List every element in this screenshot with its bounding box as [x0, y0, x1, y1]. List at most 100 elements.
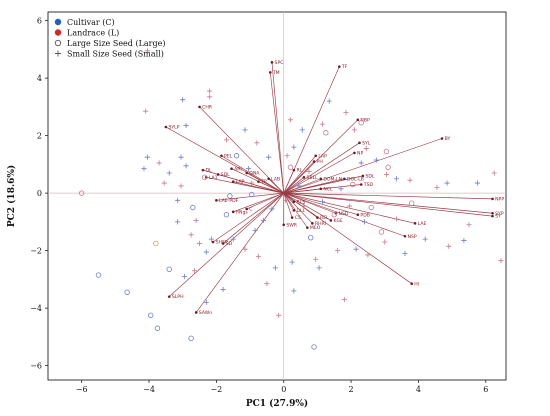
x-tick-label: −2 — [210, 385, 222, 394]
x-tick-label: 6 — [483, 385, 488, 394]
data-point-small-seed — [291, 288, 297, 294]
vector-label: CHR — [202, 104, 213, 110]
vector-endpoint — [314, 154, 318, 158]
loading-vector — [216, 192, 284, 201]
vector-label: LAP — [318, 153, 327, 159]
data-point-small-seed — [491, 170, 497, 176]
data-point-large-seed — [307, 234, 314, 241]
vector-label: RNgs — [236, 209, 249, 215]
loading-vector — [258, 181, 284, 194]
y-tick-label: −2 — [30, 247, 42, 256]
data-point-small-seed — [144, 154, 150, 160]
vector-label: SPC — [275, 60, 284, 66]
legend-label: Landrace (L) — [67, 29, 119, 38]
data-point-small-seed — [301, 203, 307, 209]
legend-label: Small Size Seed (Small) — [67, 50, 164, 59]
vector-endpoint — [343, 177, 346, 181]
vector-endpoint — [245, 171, 248, 175]
vector-endpoint — [491, 214, 494, 218]
data-point-small-seed — [242, 127, 248, 133]
loading-vector — [283, 192, 337, 214]
vector-label: MEO — [310, 225, 321, 231]
loading-vector — [283, 188, 321, 194]
data-point-small-seed — [178, 154, 184, 160]
data-point-large-seed — [223, 211, 230, 218]
loading-vector — [283, 138, 443, 194]
vector-endpoint — [220, 154, 223, 158]
loading-vector — [283, 192, 313, 224]
data-point-small-seed — [402, 250, 408, 257]
vector-endpoint — [440, 137, 444, 140]
loading-vector — [283, 161, 315, 194]
vector-endpoint — [319, 187, 323, 191]
y-tick-label: 0 — [37, 189, 42, 198]
data-point-large-seed — [148, 312, 154, 319]
loading-vector — [283, 178, 345, 194]
vector-endpoint — [292, 209, 296, 212]
vector-label: PDB — [360, 212, 369, 218]
data-point-small-seed — [461, 237, 467, 244]
data-point-small-seed — [203, 299, 209, 305]
vector-label: LAP — [236, 179, 245, 185]
vector-label: DOM-LN — [323, 176, 342, 182]
loading-vector — [283, 192, 493, 214]
observation-points — [78, 48, 504, 350]
data-point-small-seed — [245, 166, 251, 172]
vector-label: ARI — [234, 166, 242, 172]
data-point-small-seed — [382, 239, 388, 245]
data-point-small-seed — [260, 217, 267, 224]
vector-label: PEL — [224, 153, 233, 159]
x-tick-label: −4 — [143, 385, 155, 394]
legend-label: Cultivar (C) — [67, 18, 115, 27]
loading-vector — [233, 192, 284, 213]
vector-endpoint — [353, 151, 356, 155]
vector-endpoint — [306, 226, 309, 229]
vector-label: RL — [296, 168, 302, 174]
legend-marker — [55, 50, 61, 57]
data-point-small-seed — [220, 286, 226, 293]
data-point-large-seed — [383, 148, 390, 155]
x-tick-label: 0 — [281, 385, 286, 394]
loading-vector — [212, 192, 284, 243]
data-point-small-seed — [287, 117, 294, 123]
data-point-small-seed — [313, 256, 319, 262]
data-point-small-seed — [141, 166, 147, 172]
data-point-small-seed — [223, 137, 230, 143]
vector-endpoint — [413, 222, 417, 225]
data-point-large-seed — [95, 272, 102, 278]
vector-label: SY — [495, 214, 501, 220]
vector-label: NPP — [495, 196, 504, 202]
plot-border — [47, 11, 507, 381]
plot-frame — [47, 11, 507, 381]
loading-vector — [283, 192, 358, 215]
vector-label: RHRI — [315, 221, 326, 227]
vector-endpoint — [358, 141, 361, 145]
data-point-small-seed — [208, 236, 214, 242]
vector-label: KGE — [333, 218, 343, 224]
loading-vector — [283, 192, 493, 217]
data-point-small-seed — [434, 184, 440, 190]
loading-vector — [246, 172, 284, 194]
loading-vector — [271, 62, 285, 194]
vector-label: SWR — [286, 222, 297, 228]
vector-endpoint — [282, 223, 286, 227]
data-point-large-seed — [409, 200, 415, 206]
data-point-small-seed — [351, 127, 358, 133]
vector-label: PH — [317, 159, 323, 165]
data-point-small-seed — [474, 180, 480, 186]
vector-label: RLS — [296, 199, 305, 205]
loading-vector — [283, 119, 359, 194]
x-tick-label: −6 — [76, 385, 88, 394]
vector-label: DL — [206, 168, 213, 174]
data-point-small-seed — [498, 258, 504, 264]
loading-vector — [283, 192, 493, 200]
vector-endpoint — [338, 65, 341, 68]
loading-vector — [283, 192, 295, 202]
vector-endpoint — [329, 219, 333, 222]
vector-label: NBP — [360, 117, 370, 123]
loading-vectors: SPCTMTFNBPSYLNPBYSYLPCHRLAPPHPELARIDLSDL… — [164, 60, 504, 316]
legend-marker — [54, 39, 62, 47]
vector-endpoint — [231, 210, 235, 214]
vector-endpoint — [211, 240, 215, 244]
data-point-small-seed — [183, 163, 189, 169]
